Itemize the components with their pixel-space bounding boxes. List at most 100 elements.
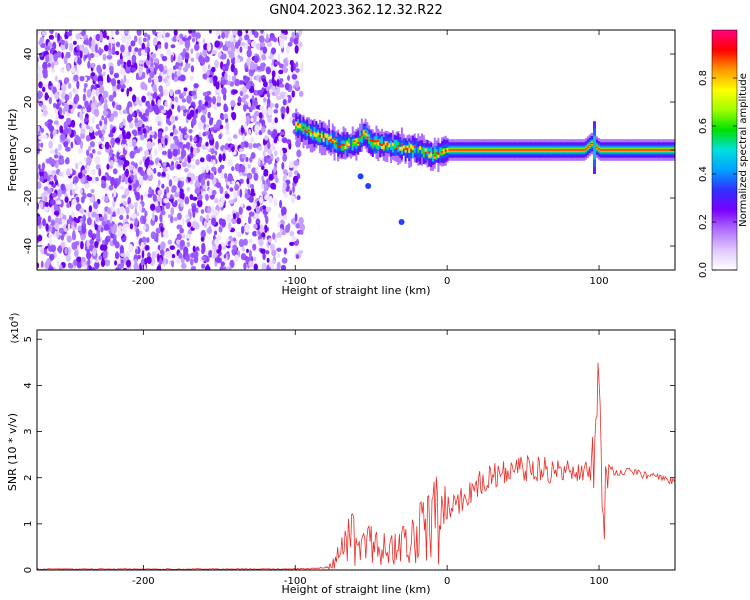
noise-speckle — [110, 176, 116, 186]
ridge-cell — [431, 153, 434, 162]
noise-speckle — [161, 183, 165, 189]
ridge-cell — [524, 149, 527, 151]
noise-speckle — [271, 64, 275, 71]
ridge-cell — [455, 149, 458, 151]
ridge-cell — [482, 149, 485, 151]
noise-speckle — [108, 65, 114, 72]
noise-speckle — [243, 103, 247, 112]
noise-speckle — [200, 229, 206, 239]
noise-speckle — [50, 199, 56, 206]
noise-speckle — [128, 243, 134, 253]
noise-speckle — [157, 162, 161, 168]
noise-speckle — [247, 45, 252, 51]
ridge-cell — [492, 149, 495, 151]
noise-speckle — [204, 101, 209, 107]
ridge-cell — [410, 145, 413, 159]
noise-speckle — [58, 171, 63, 177]
noise-speckle — [58, 106, 63, 115]
noise-speckle — [213, 230, 218, 236]
noise-speckle — [264, 134, 269, 141]
ridge-cell — [583, 149, 586, 151]
noise-speckle — [127, 203, 134, 209]
noise-speckle — [274, 176, 279, 183]
noise-speckle — [291, 235, 298, 242]
colorbar-tick-label: 0.8 — [698, 70, 709, 86]
noise-speckle — [249, 61, 256, 71]
noise-speckle — [74, 56, 78, 63]
noise-speckle — [47, 156, 54, 165]
ridge-cell — [486, 149, 489, 151]
ridge-cell — [452, 149, 455, 151]
ridge-cell — [386, 142, 389, 146]
noise-speckle — [181, 161, 188, 168]
noise-speckle — [253, 56, 259, 64]
ridge-cell — [663, 149, 666, 151]
noise-speckle — [157, 44, 162, 49]
noise-speckle — [42, 218, 47, 227]
noise-speckle — [147, 95, 153, 102]
noise-speckle — [88, 126, 94, 133]
noise-speckle — [149, 203, 156, 211]
ridge-cell — [400, 146, 403, 151]
noise-speckle — [254, 124, 260, 134]
noise-speckle — [265, 178, 271, 184]
noise-speckle — [126, 259, 131, 268]
ridge-cell — [346, 141, 349, 146]
noise-speckle — [138, 175, 144, 185]
noise-speckle — [155, 44, 158, 51]
noise-speckle — [152, 36, 158, 46]
noise-speckle — [273, 150, 278, 157]
noise-speckle — [174, 138, 180, 146]
noise-speckle — [40, 260, 44, 268]
noise-speckle — [91, 39, 96, 48]
noise-speckle — [38, 66, 42, 74]
noise-speckle — [129, 223, 134, 230]
noise-speckle — [191, 117, 197, 126]
noise-speckle — [163, 198, 169, 204]
noise-speckle — [109, 159, 114, 167]
noise-speckle — [294, 45, 299, 54]
noise-speckle — [176, 188, 180, 193]
noise-speckle — [256, 43, 261, 50]
snr-xlabel: Height of straight line (km) — [281, 583, 430, 596]
noise-speckle — [176, 233, 182, 241]
noise-speckle — [281, 162, 285, 170]
noise-speckle — [240, 253, 247, 261]
noise-speckle — [60, 39, 66, 46]
noise-speckle — [263, 171, 269, 177]
ridge-cell — [404, 148, 407, 153]
ridge-cell — [475, 149, 478, 151]
snr-axes: -200 -100 0 100 0 1 2 3 4 5 — [23, 330, 675, 587]
ridge-cell — [295, 121, 298, 126]
noise-speckle — [137, 254, 141, 260]
noise-speckle — [300, 62, 304, 69]
noise-speckle — [80, 256, 86, 263]
noise-speckle — [119, 67, 126, 76]
noise-speckle — [119, 185, 125, 190]
noise-speckle — [269, 88, 272, 95]
ridge-cell — [399, 146, 402, 151]
noise-speckle — [102, 71, 106, 77]
noise-speckle — [123, 74, 127, 83]
noise-speckle — [140, 194, 144, 202]
noise-speckle — [259, 118, 263, 124]
noise-speckle — [37, 262, 40, 269]
noise-speckle — [126, 59, 132, 68]
noise-speckle — [267, 107, 273, 116]
noise-speckle — [198, 55, 204, 64]
noise-speckle — [43, 186, 49, 191]
noise-speckle — [152, 194, 157, 202]
noise-speckle — [280, 206, 287, 215]
noise-speckle — [65, 51, 71, 59]
ridge-cell — [368, 134, 371, 144]
noise-speckle — [206, 42, 212, 52]
noise-speckle — [51, 160, 57, 165]
ridge-cell — [397, 144, 400, 147]
noise-speckle — [214, 59, 219, 69]
noise-speckle — [201, 242, 206, 251]
noise-speckle — [115, 41, 121, 48]
noise-speckle — [140, 49, 146, 56]
noise-speckle — [102, 109, 108, 116]
noise-speckle — [225, 122, 230, 131]
noise-speckle — [193, 112, 198, 119]
